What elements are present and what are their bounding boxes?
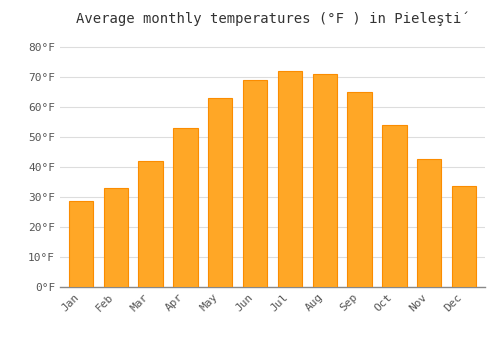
Bar (417, 159, 442, 287)
Bar (348, 92, 372, 287)
Bar (382, 125, 406, 287)
Bar (243, 79, 268, 287)
Bar (173, 128, 198, 287)
Bar (208, 98, 233, 287)
Bar (278, 71, 302, 287)
Bar (312, 74, 337, 287)
Bar (68, 201, 93, 287)
Bar (138, 161, 163, 287)
Title: Average monthly temperatures (°F ) in Pieleştí: Average monthly temperatures (°F ) in Pi… (76, 12, 469, 26)
Bar (104, 188, 128, 287)
Bar (452, 186, 476, 287)
